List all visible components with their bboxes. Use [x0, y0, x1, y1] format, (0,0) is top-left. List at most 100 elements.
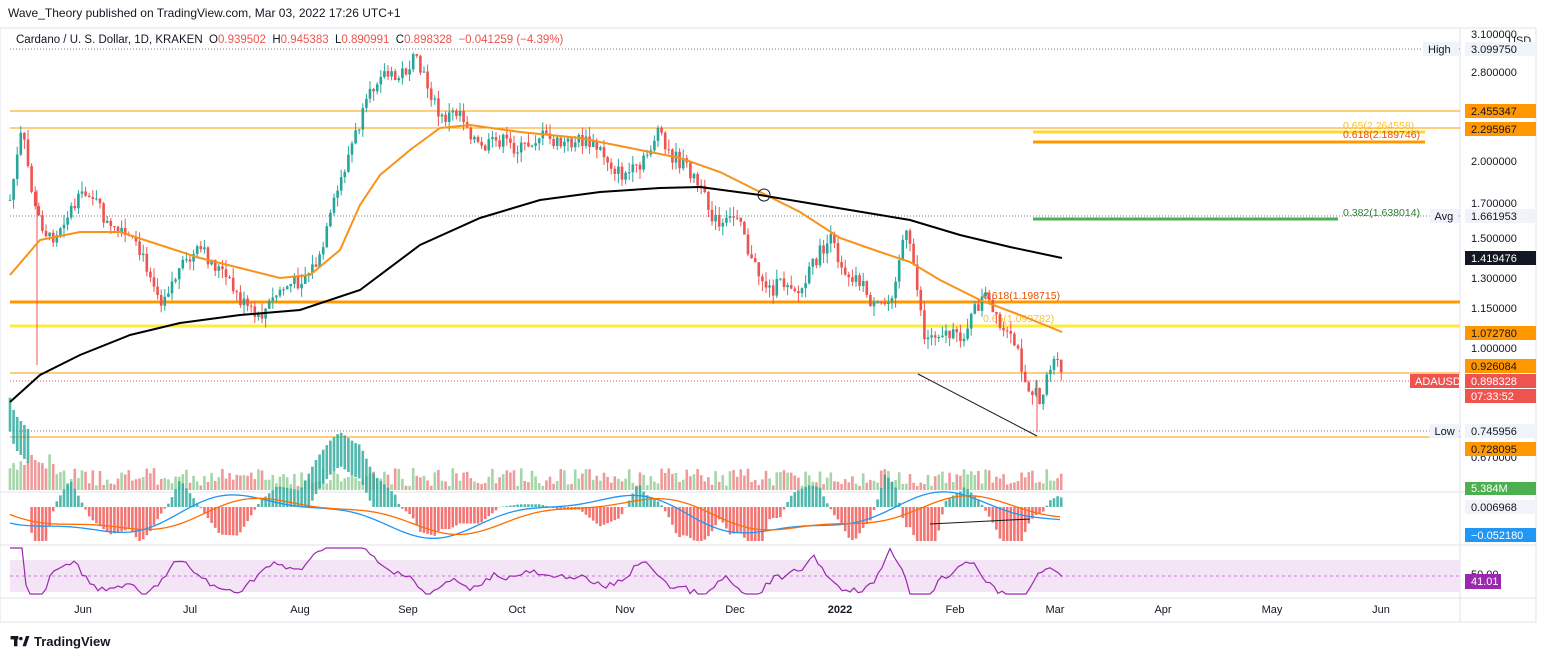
- volume-bar: [761, 479, 764, 490]
- candle-body: [764, 281, 768, 288]
- macd-bar: [379, 481, 383, 507]
- time-tick-8: Feb: [946, 604, 965, 616]
- macd-bar: [73, 488, 77, 507]
- macd-bar: [887, 477, 890, 507]
- macd-bar: [836, 507, 840, 520]
- volume-bar: [203, 476, 206, 490]
- volume-bar: [768, 478, 771, 490]
- macd-bar: [300, 487, 303, 507]
- candle-body: [566, 138, 570, 142]
- volume-bar: [163, 478, 167, 490]
- volume-bar: [422, 475, 426, 490]
- macd-bar: [656, 501, 660, 507]
- candle-body: [1041, 394, 1045, 405]
- volume-bar: [487, 476, 491, 490]
- volume-bar: [851, 476, 854, 490]
- candle-body: [771, 285, 775, 296]
- volume-bar: [692, 474, 696, 490]
- macd-bar: [433, 507, 437, 536]
- macd-bar: [941, 507, 944, 515]
- candle-body: [980, 296, 984, 311]
- macd-bar: [203, 507, 206, 514]
- candle-body: [890, 298, 894, 303]
- candle-body: [350, 143, 354, 155]
- candle-body: [278, 289, 282, 296]
- volume-bar: [836, 481, 840, 490]
- candle-body: [689, 162, 692, 179]
- candle-body: [365, 98, 368, 108]
- candle-body: [552, 138, 555, 147]
- ohlc-legend: Cardano / U. S. Dollar, 1D, KRAKEN O0.93…: [16, 34, 564, 46]
- volume-bar: [581, 473, 584, 490]
- macd-bar: [923, 507, 926, 541]
- candle-body: [807, 266, 811, 284]
- macd-bar: [314, 460, 318, 495]
- volume-bar: [437, 469, 440, 490]
- macd-bar: [8, 397, 12, 432]
- macd-bar: [15, 417, 19, 452]
- macd-bar: [757, 507, 761, 541]
- macd-bar: [26, 428, 30, 463]
- candle-body: [62, 224, 66, 229]
- macd-bar: [1020, 507, 1023, 541]
- volume-bar: [44, 468, 48, 490]
- macd-bar: [293, 489, 296, 507]
- volume-bar: [858, 485, 861, 490]
- macd-bar: [1056, 496, 1059, 507]
- macd-bar: [631, 493, 635, 507]
- macd-bar: [192, 498, 195, 507]
- candle-body: [775, 279, 779, 296]
- macd-bar: [12, 409, 15, 444]
- candle-body: [631, 164, 635, 173]
- macd-bar: [41, 507, 44, 541]
- candle-body: [1049, 369, 1052, 375]
- volume-bar: [750, 482, 753, 490]
- price-badge-value-5: 1.072780: [1471, 328, 1517, 340]
- candle-body: [1038, 388, 1041, 405]
- volume-bar: [905, 483, 908, 490]
- volume-bar: [685, 469, 689, 490]
- macd-bar: [444, 507, 447, 529]
- candle-body: [645, 154, 649, 156]
- price-badge-value-4: 1.419476: [1471, 253, 1517, 265]
- volume-bar: [455, 473, 458, 490]
- macd-bar: [959, 491, 962, 507]
- volume-bar: [779, 472, 782, 490]
- volume-bar: [998, 478, 1002, 490]
- volume-bar: [941, 471, 944, 490]
- macd-bar: [174, 489, 177, 507]
- volume-bar: [617, 478, 620, 490]
- tradingview-logo[interactable]: TradingView: [10, 634, 110, 649]
- volume-bar: [339, 481, 343, 490]
- time-tick-7: 2022: [828, 604, 852, 616]
- volume-bar: [991, 482, 995, 490]
- volume-bar: [537, 483, 541, 490]
- candle-body: [786, 285, 789, 288]
- candle-body: [253, 306, 257, 317]
- volume-bar: [620, 481, 624, 490]
- macd-bar: [350, 440, 354, 475]
- volume-bar: [185, 469, 188, 490]
- price-badge-value-7: 0.898328: [1471, 376, 1517, 388]
- macd-bar: [221, 507, 224, 535]
- candle-body: [638, 164, 642, 170]
- candle-body: [937, 337, 941, 339]
- macd-bar: [195, 503, 199, 507]
- volume-bar: [869, 479, 872, 490]
- candle-body: [977, 304, 980, 311]
- macd-bar: [1059, 497, 1063, 507]
- macd-trendline: [929, 518, 1031, 525]
- volume-bar: [429, 485, 433, 490]
- volume-bar: [926, 474, 930, 490]
- candle-body: [289, 283, 293, 287]
- candle-body: [908, 230, 912, 244]
- macd-bar: [991, 507, 995, 523]
- macd-bar: [1009, 507, 1013, 541]
- macd-bar: [681, 507, 685, 536]
- volume-bar: [865, 482, 869, 490]
- volume-bar: [149, 473, 152, 490]
- volume-bar: [509, 472, 512, 490]
- candle-body: [343, 171, 347, 178]
- macd-bar: [771, 507, 775, 518]
